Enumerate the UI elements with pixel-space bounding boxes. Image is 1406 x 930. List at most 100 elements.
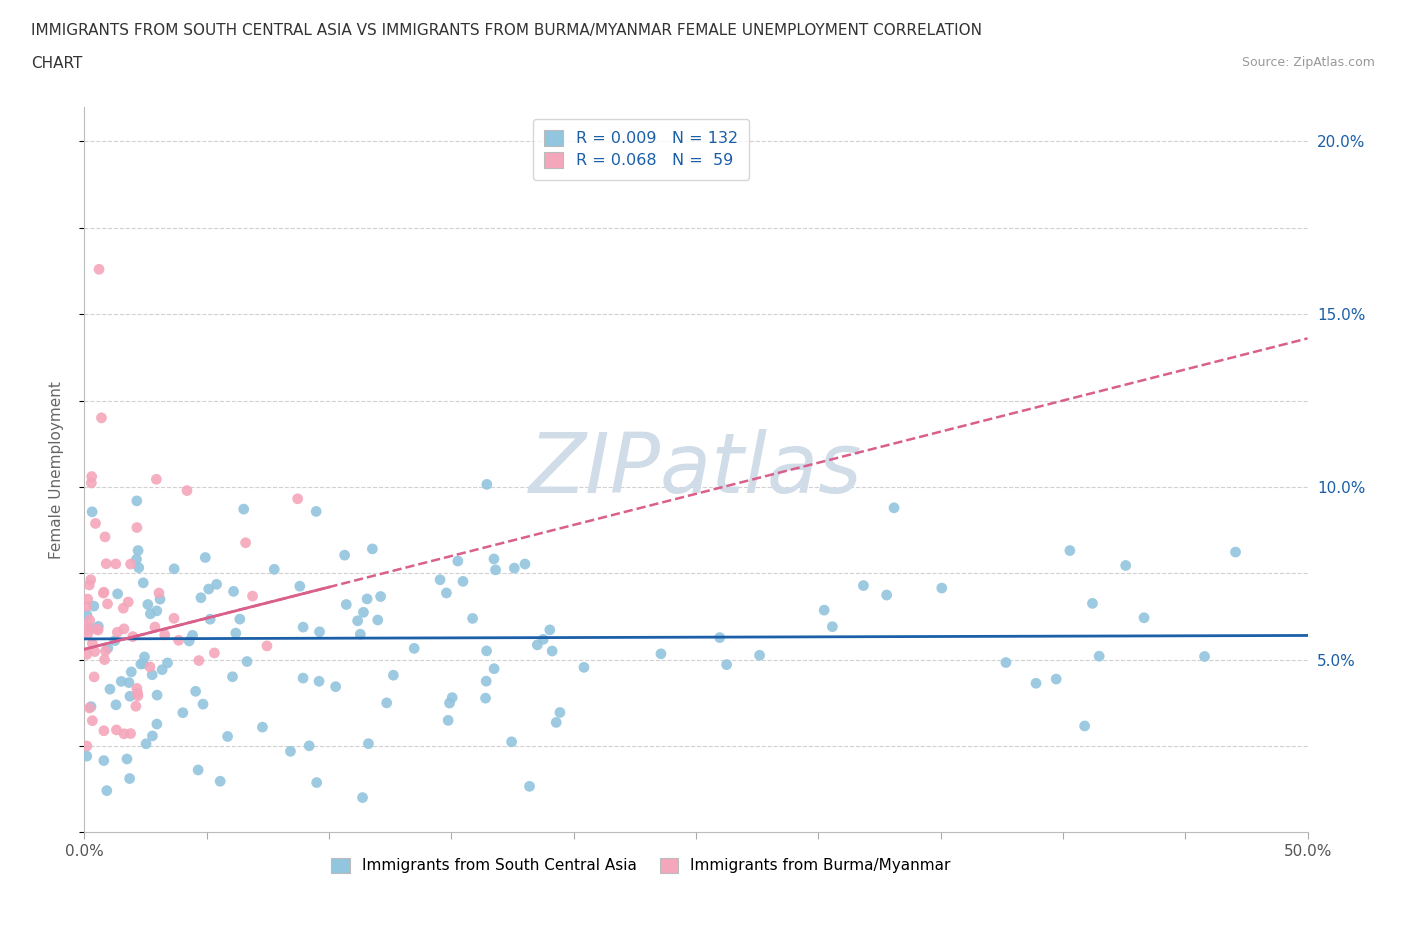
Text: Source: ZipAtlas.com: Source: ZipAtlas.com (1241, 56, 1375, 69)
Point (93, 753, 115, 768)
Point (280, 744, 302, 759)
Point (83, 670, 105, 684)
Point (382, 668, 405, 683)
Point (298, 738, 321, 753)
Point (80, 572, 103, 587)
Point (994, 655, 1017, 670)
Point (357, 737, 380, 751)
Point (163, 611, 186, 626)
Point (229, 612, 252, 627)
Point (475, 673, 498, 688)
Text: ZIPatlas: ZIPatlas (529, 429, 863, 511)
Point (352, 604, 374, 619)
Point (1025, 676, 1047, 691)
Point (190, 591, 212, 605)
Point (236, 654, 259, 669)
Point (187, 653, 209, 668)
Point (94, 644, 117, 658)
Point (150, 662, 173, 677)
Point (709, 631, 731, 645)
Point (352, 790, 374, 805)
Point (526, 637, 548, 652)
Point (129, 657, 152, 671)
Point (305, 775, 328, 790)
Point (716, 658, 738, 672)
Point (163, 562, 186, 577)
Point (461, 611, 484, 626)
Point (80, 475, 103, 490)
Point (225, 626, 247, 641)
Point (80, 699, 103, 714)
Point (118, 675, 141, 690)
Point (325, 679, 347, 694)
Point (134, 649, 156, 664)
Point (172, 705, 194, 720)
Point (76, 607, 98, 622)
Point (482, 661, 505, 676)
Point (118, 771, 141, 786)
Point (125, 681, 148, 696)
Point (141, 728, 163, 743)
Point (852, 578, 875, 593)
Point (94, 529, 117, 544)
Point (1081, 596, 1104, 611)
Point (451, 574, 474, 589)
Point (232, 501, 254, 516)
Point (484, 563, 506, 578)
Point (217, 729, 239, 744)
Point (346, 614, 368, 629)
Point (541, 644, 564, 658)
Point (125, 520, 148, 535)
Point (86, 622, 108, 637)
Point (252, 720, 274, 735)
Point (1133, 610, 1156, 625)
Point (531, 631, 554, 646)
Point (125, 698, 148, 713)
Point (87, 262, 110, 277)
Point (105, 625, 128, 640)
Point (503, 561, 526, 576)
Point (349, 627, 371, 642)
Point (76, 618, 98, 633)
Point (143, 619, 166, 634)
Point (308, 674, 330, 689)
Point (333, 548, 356, 563)
Point (76, 738, 98, 753)
Point (148, 586, 170, 601)
Point (546, 715, 568, 730)
Point (437, 713, 460, 728)
Point (221, 670, 243, 684)
Point (149, 591, 172, 606)
Point (97, 641, 120, 656)
Point (104, 698, 127, 712)
Point (127, 688, 149, 703)
Point (121, 630, 143, 644)
Point (82, 504, 104, 519)
Point (519, 778, 541, 793)
Point (83, 644, 105, 659)
Point (79, 700, 101, 715)
Point (139, 659, 162, 674)
Point (447, 553, 470, 568)
Point (128, 560, 150, 575)
Point (112, 601, 135, 616)
Legend: Immigrants from South Central Asia, Immigrants from Burma/Myanmar: Immigrants from South Central Asia, Immi… (321, 847, 962, 884)
Point (187, 763, 209, 777)
Point (475, 477, 498, 492)
Point (80, 621, 103, 636)
Point (191, 697, 214, 711)
Point (1059, 543, 1081, 558)
Point (474, 691, 496, 706)
Point (125, 494, 148, 509)
Point (256, 639, 278, 654)
Point (84, 516, 107, 531)
Point (76, 749, 98, 764)
Point (146, 604, 169, 618)
Point (146, 717, 169, 732)
Point (292, 619, 315, 634)
Point (118, 689, 141, 704)
Point (931, 580, 953, 595)
Point (96, 783, 118, 798)
Point (132, 576, 155, 591)
Point (76, 627, 98, 642)
